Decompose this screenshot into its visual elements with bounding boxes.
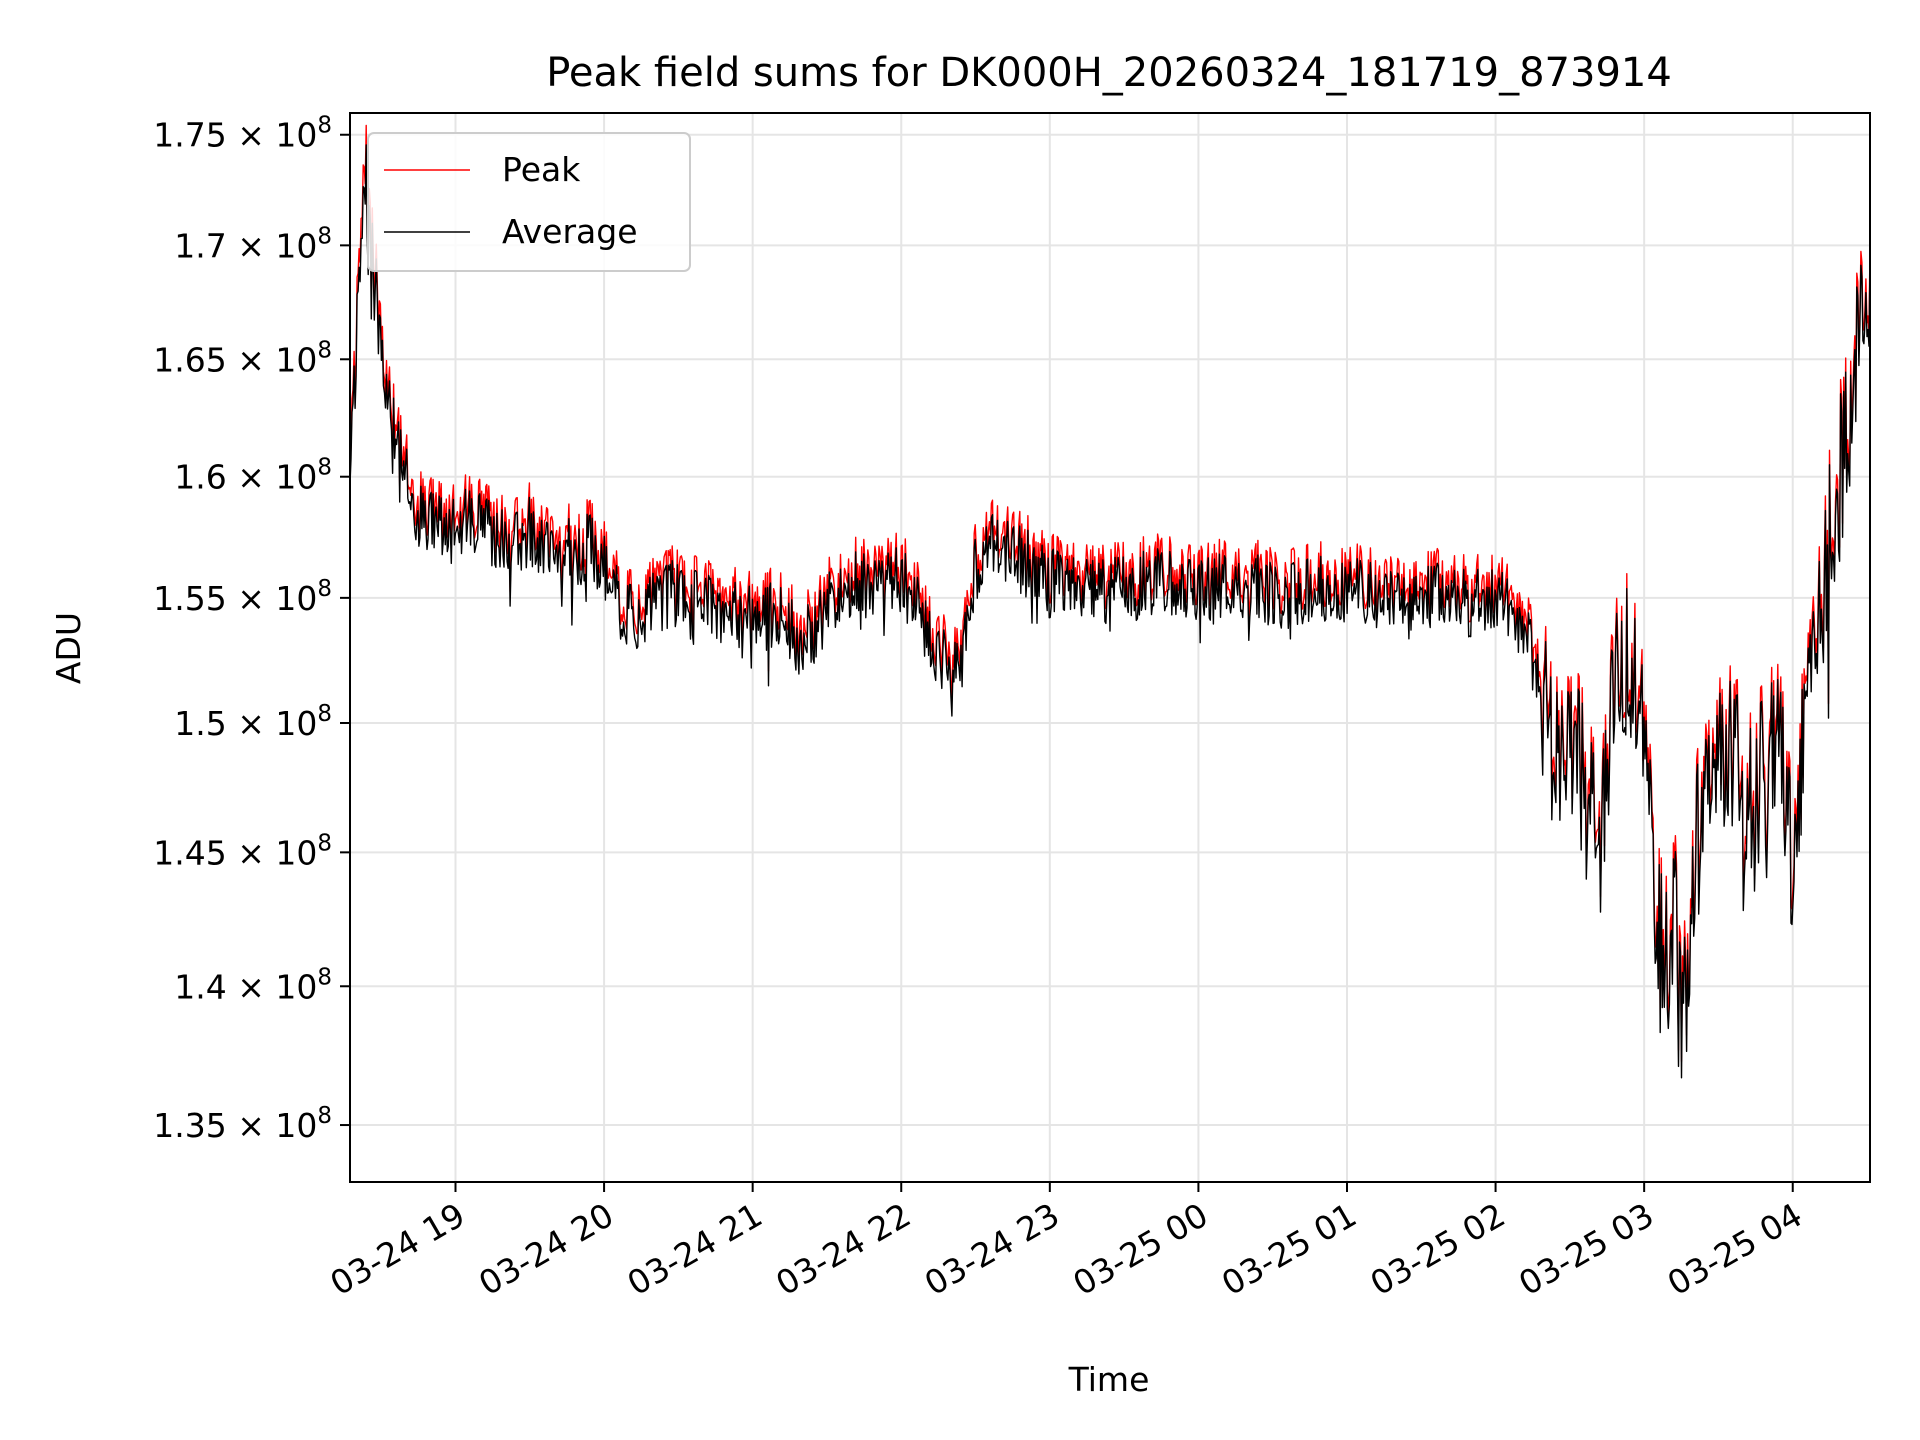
y-tick-label: 1.75 × 108	[153, 113, 332, 155]
plot-frame	[349, 112, 1871, 1183]
y-tick-label: 1.7 × 108	[174, 223, 332, 265]
y-axis-ticks: 1.35 × 108 1.4 × 108 1.45 × 108 1.5 × 108 1.…	[153, 113, 350, 1145]
x-axis-title: Time	[1068, 1360, 1150, 1399]
y-tick-label: 1.5 × 108	[174, 701, 332, 743]
plot-background	[350, 113, 1870, 1182]
y-tick-label: 1.55 × 108	[153, 576, 332, 618]
chart-title: Peak field sums for DK000H_20260324_1817…	[546, 50, 1672, 96]
y-tick-label: 1.65 × 108	[153, 337, 332, 379]
legend-peak-label: Peak	[502, 150, 581, 189]
y-axis-title: ADU	[49, 612, 88, 684]
legend-average-label: Average	[502, 212, 638, 251]
x-gridlines	[454, 113, 1794, 1182]
y-tick-label: 1.45 × 108	[153, 830, 332, 872]
y-tick-label: 1.35 × 108	[153, 1103, 332, 1145]
y-tick-label: 1.4 × 108	[174, 964, 332, 1006]
series-average-line	[349, 144, 1871, 1079]
legend[interactable]: Peak Average	[367, 132, 691, 272]
series-lines	[349, 124, 1871, 1079]
legend-box	[367, 132, 691, 272]
plot-area	[349, 112, 1871, 1183]
y-tick-label: 1.6 × 108	[174, 455, 332, 497]
